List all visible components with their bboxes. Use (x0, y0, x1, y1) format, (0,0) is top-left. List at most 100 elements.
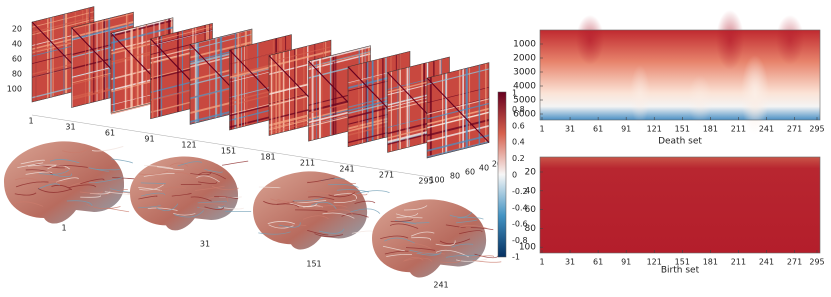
fiber (204, 169, 223, 173)
fiber (144, 165, 174, 169)
fiber (410, 231, 435, 237)
matrix-stripe (485, 63, 487, 144)
depth-tick-label: 60 (465, 168, 475, 177)
brain (253, 171, 390, 250)
fiber (156, 166, 184, 171)
fiber (20, 159, 45, 165)
fiber (394, 220, 417, 225)
matrix-stripe (241, 46, 243, 128)
fiber (308, 196, 335, 200)
fiber (333, 199, 357, 204)
matrix-stripe (421, 63, 423, 144)
fiber (55, 177, 79, 183)
brain (372, 199, 502, 278)
matrix-stripe (32, 11, 94, 28)
colorbar-tick-label: 0.4 (512, 138, 525, 147)
depth-tick-label: 40 (479, 164, 489, 173)
matrix-stripe (427, 134, 489, 152)
fiber (214, 196, 239, 200)
fiber (47, 164, 71, 170)
fiber (470, 227, 494, 231)
fiber (88, 167, 110, 172)
matrix-stripe (289, 50, 290, 131)
brain-renderings: 1 31 151 241 (4, 141, 502, 290)
matrix-stripe (160, 35, 163, 117)
time-tick-label: 271 (379, 171, 394, 180)
matrix-stripe (137, 26, 139, 107)
colorbar-tick-label: -0.2 (512, 187, 528, 196)
matrix-stripe (469, 67, 471, 148)
fiber (39, 169, 69, 175)
fiber (190, 172, 212, 176)
matrix-stripe (329, 55, 332, 136)
colorbar-tick-label: -1 (512, 253, 520, 262)
fiber (55, 165, 88, 168)
x-tick-label: 121 (647, 258, 662, 267)
colorbar-tick-label: 0 (512, 171, 517, 180)
fiber (440, 259, 462, 263)
matrix-stripe (135, 26, 137, 108)
row-tick-label: 40 (12, 40, 22, 49)
matrix-stripe (96, 21, 98, 102)
fiber (34, 163, 65, 169)
brain-label: 241 (433, 281, 448, 290)
matrix-stack: 2040608010013161911211511812112412712951… (7, 6, 502, 186)
matrix-stripe (181, 30, 184, 111)
fiber (311, 201, 337, 210)
matrix-stripe (52, 16, 54, 97)
matrix-stripe (50, 17, 52, 98)
fiber (328, 192, 356, 198)
fiber (177, 161, 203, 167)
axis-label: Birth set (661, 266, 700, 276)
matrix-stripe (478, 64, 481, 146)
matrix-stripe (99, 20, 102, 101)
fiber (297, 200, 327, 204)
fiber (435, 240, 456, 246)
fiber (211, 185, 239, 191)
colorbar-tick-label: -0.6 (512, 220, 528, 229)
fiber (416, 251, 442, 256)
matrix-stripe (85, 23, 86, 105)
matrix-stripe (465, 67, 468, 149)
fiber (278, 222, 301, 228)
fiber (14, 192, 37, 196)
x-tick-label: 295 (809, 125, 824, 134)
fiber (37, 183, 60, 190)
depth-tick-label: 20 (492, 160, 502, 169)
time-tick-label: 211 (300, 159, 315, 168)
x-tick-label: 181 (703, 125, 718, 134)
matrix-stripe (113, 32, 115, 113)
fiber (457, 217, 484, 220)
fiber (341, 213, 369, 218)
time-tick-label: 61 (105, 129, 115, 138)
fiber (12, 201, 44, 207)
x-tick-label: 295 (809, 258, 824, 267)
fiber (27, 164, 57, 167)
matrix-stripe (319, 58, 321, 139)
row-tick-label: 20 (12, 25, 22, 34)
matrix-stripe (93, 21, 95, 103)
fiber (336, 189, 369, 193)
fiber (281, 223, 307, 226)
colorbar-tick-label: 0.2 (512, 154, 525, 163)
fiber (411, 237, 431, 241)
fiber (15, 177, 41, 182)
matrix-stripe (427, 98, 489, 115)
fiber (172, 212, 196, 216)
matrix-stripe (308, 53, 371, 71)
matrix-stripe (385, 57, 387, 138)
fiber (49, 159, 80, 164)
fiber (195, 175, 220, 183)
x-tick-label: 151 (675, 125, 690, 134)
correlation-matrix (426, 62, 490, 159)
time-tick-label: 1 (28, 117, 33, 126)
matrix-stripe (157, 36, 158, 118)
fiber (258, 231, 291, 235)
fiber (171, 192, 192, 197)
x-tick-label: 61 (593, 125, 603, 134)
fiber (456, 258, 487, 262)
fiber (449, 211, 473, 218)
matrix-stripe (427, 102, 489, 120)
matrix-stripe (269, 50, 331, 68)
matrix-stripe (427, 68, 489, 85)
